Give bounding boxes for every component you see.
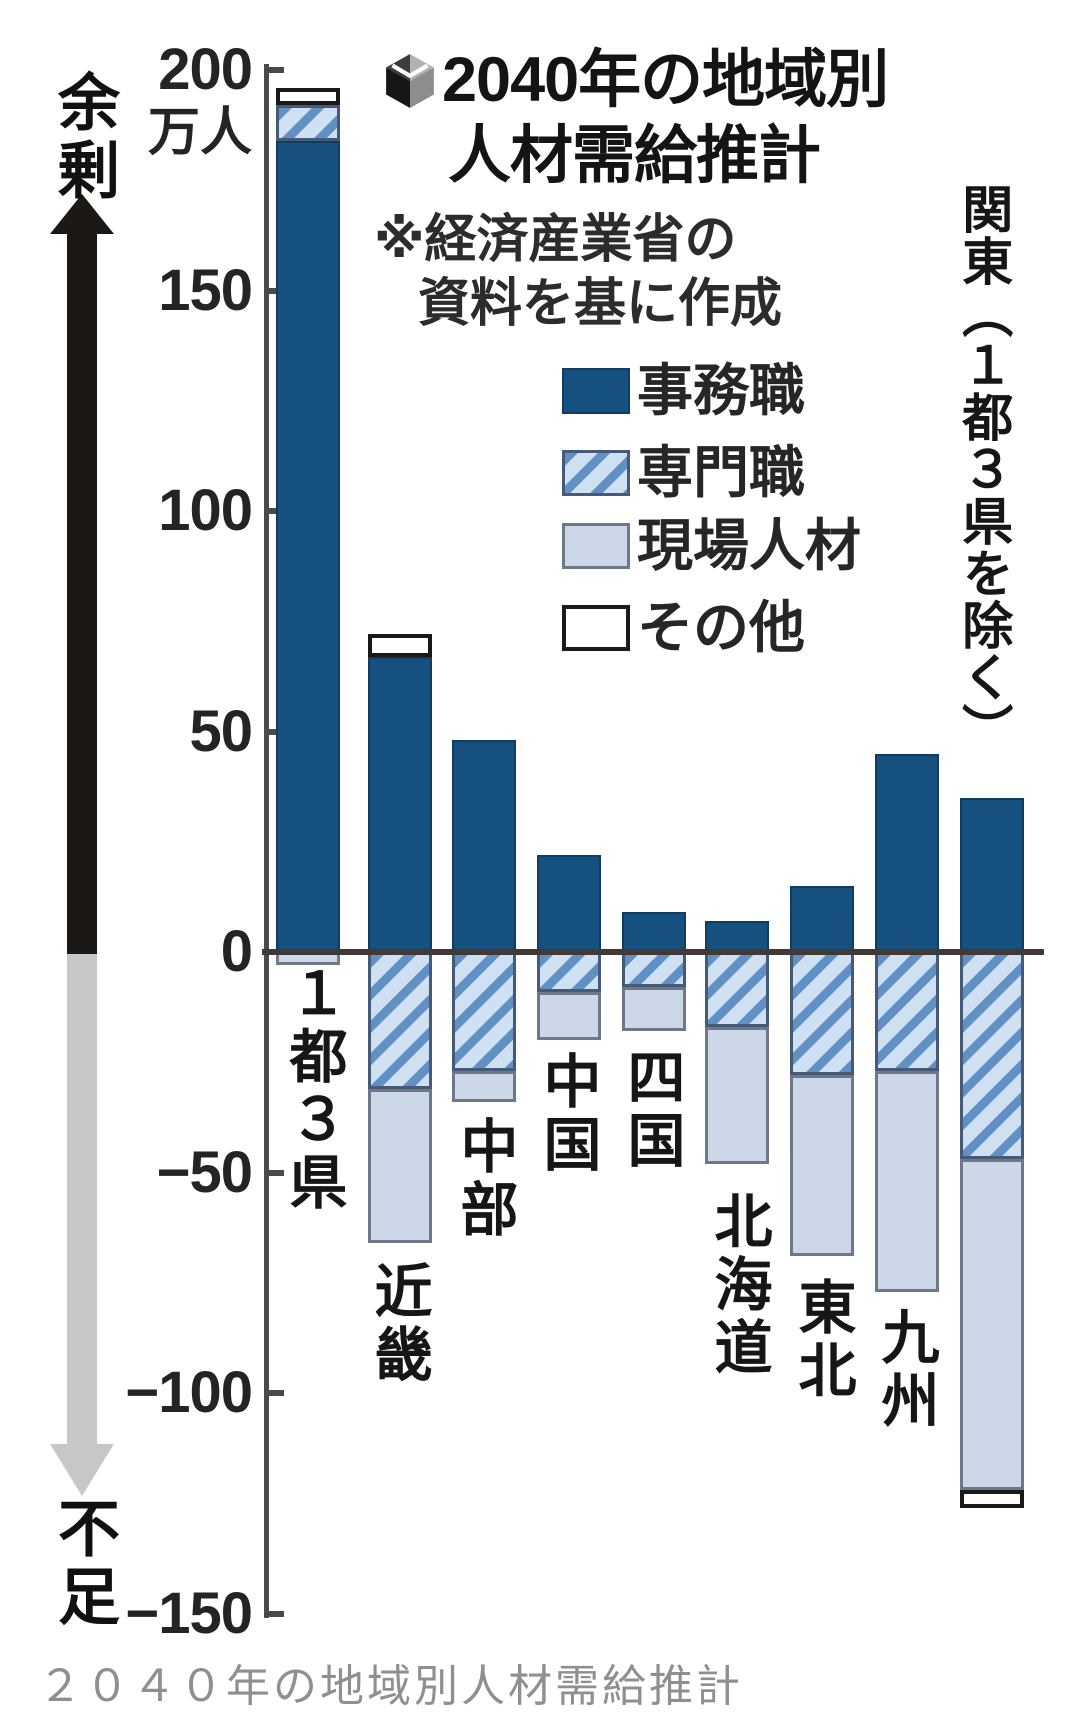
legend-row: 専門職 — [562, 445, 805, 501]
y-axis-tick — [268, 1169, 284, 1176]
bar-label: 東北 — [789, 1277, 855, 1403]
legend-row: その他 — [562, 600, 805, 656]
bar-segment — [368, 952, 432, 1089]
chart-title-line-2: 人材需給推計 — [448, 121, 821, 191]
shortage-arrow-down-icon — [50, 1444, 114, 1496]
surplus-arrow-up-icon — [50, 194, 114, 234]
y-axis-tick-label: 150 — [158, 257, 253, 323]
zero-line — [262, 949, 1044, 955]
bar-segment — [452, 952, 516, 1072]
bar-segment — [960, 1490, 1024, 1508]
source-note-line-1: ※経済産業省の — [374, 211, 737, 269]
source-note: ※経済産業省の 資料を基に作成 — [374, 208, 782, 336]
y-axis-tick-label: 200 — [158, 37, 253, 102]
y-axis-tick-label: −50 — [156, 1139, 253, 1205]
bar-segment — [276, 105, 340, 141]
bar-segment — [960, 1159, 1024, 1491]
bar-segment — [960, 952, 1024, 1160]
y-axis-tick-label: −150 — [125, 1580, 253, 1646]
chart-title-line-1: 2040年の地域別 — [442, 45, 889, 115]
y-axis-line — [264, 64, 269, 1618]
bar-segment — [537, 854, 601, 952]
legend-row: 事務職 — [562, 363, 805, 419]
bar-segment — [705, 921, 769, 952]
legend-label: その他 — [637, 596, 805, 659]
y-axis-tick-label: −100 — [125, 1360, 253, 1425]
bar-label: 近畿 — [365, 1261, 431, 1387]
bar-segment — [622, 987, 686, 1032]
shortage-arrow-shaft — [67, 954, 97, 1444]
bar-segment — [622, 952, 686, 988]
hatch-swatch-icon — [562, 450, 630, 496]
y-axis-unit-label: 万人 — [147, 104, 252, 162]
bar-segment — [790, 952, 854, 1076]
bar-segment — [276, 87, 340, 106]
bar-label: 四国 — [618, 1047, 684, 1173]
source-note-line-2: 資料を基に作成 — [418, 275, 783, 333]
bar-segment — [790, 885, 854, 952]
bar-segment — [537, 952, 601, 992]
title-block: 2040年の地域別 人材需給推計 — [386, 42, 889, 194]
y-axis-tick — [268, 1610, 284, 1617]
bar-segment — [622, 912, 686, 952]
bar-segment — [875, 753, 939, 952]
bar-label: 中部 — [451, 1116, 517, 1242]
bar-segment — [705, 952, 769, 1027]
y-axis-tick — [268, 1390, 284, 1396]
y-axis-tick-label: 50 — [189, 698, 253, 764]
legend-label: 現場人材 — [637, 514, 861, 577]
bar-segment — [875, 1071, 939, 1292]
bar-segment — [705, 1026, 769, 1164]
surplus-label: 余剰 — [48, 70, 117, 206]
image-caption: ２０４０年の地域別人材需給推計 — [38, 1662, 743, 1711]
y-axis-tick-label: 0 — [220, 919, 253, 984]
cube-bullet-icon — [386, 54, 434, 108]
bar-segment — [452, 740, 516, 952]
bar-label: 関東（１都３県を除く） — [954, 183, 1012, 755]
legend-label: 専門職 — [637, 441, 805, 504]
bar-segment — [276, 140, 340, 952]
bar-segment — [960, 797, 1024, 952]
bar-segment — [790, 1075, 854, 1257]
light-swatch-icon — [562, 523, 630, 569]
y-axis-tick-label: 100 — [158, 478, 253, 543]
bar-label: 九州 — [872, 1307, 938, 1433]
bar-segment — [537, 991, 601, 1041]
bar-segment — [875, 952, 939, 1072]
solid-swatch-icon — [562, 368, 630, 414]
shortage-label: 不足 — [48, 1496, 117, 1632]
y-axis-tick — [268, 67, 284, 73]
bar-label: １都３県 — [280, 963, 346, 1215]
legend-row: 現場人材 — [562, 518, 861, 574]
bar-segment — [368, 656, 432, 952]
bar-segment — [452, 1071, 516, 1102]
bar-label: 中国 — [534, 1051, 600, 1177]
white-swatch-icon — [562, 605, 630, 651]
surplus-arrow-shaft — [67, 230, 97, 954]
bar-label: 北海道 — [705, 1191, 771, 1380]
legend-label: 事務職 — [637, 359, 805, 422]
bar-segment — [368, 1088, 432, 1244]
bar-segment — [368, 634, 432, 657]
